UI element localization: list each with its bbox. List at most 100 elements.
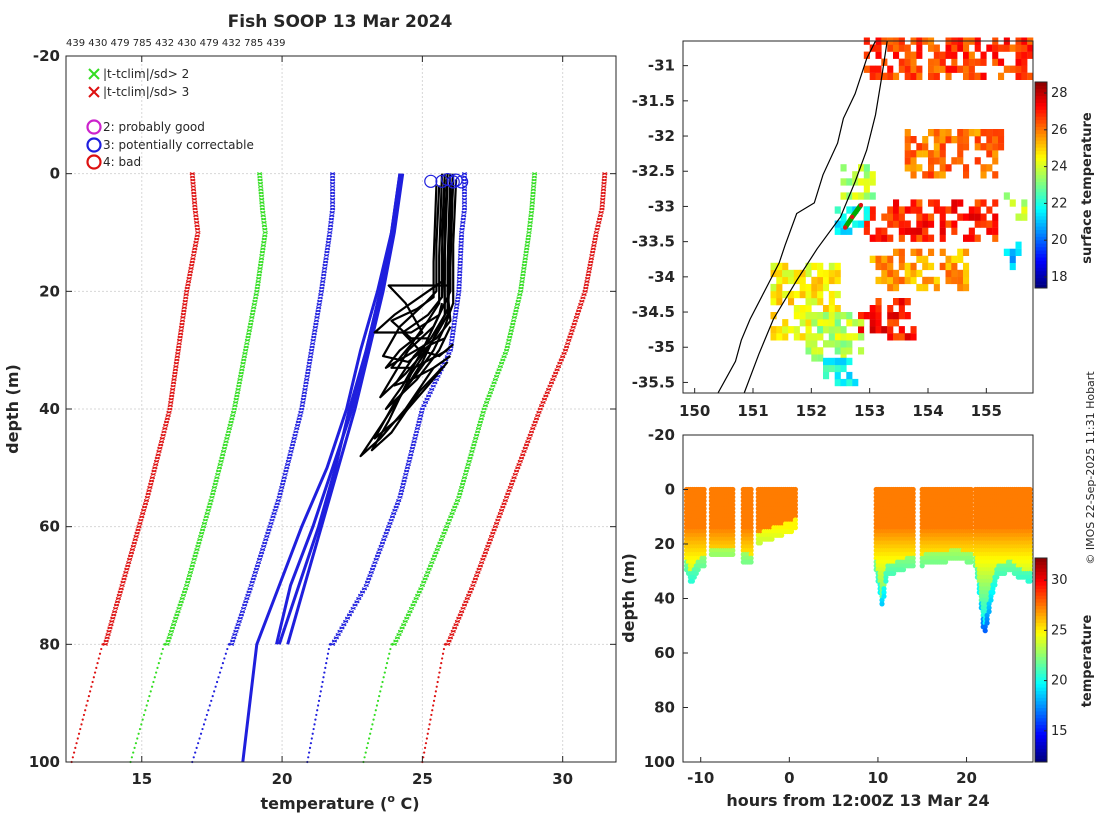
clim-marker (411, 600, 418, 604)
clim-marker (246, 329, 252, 333)
profile-xlabel-main: temperature ( (260, 794, 387, 813)
clim-marker (257, 175, 263, 179)
sst-cell (939, 51, 946, 59)
clim-marker (307, 355, 314, 359)
clim-marker (157, 446, 163, 450)
clim-marker (373, 557, 379, 561)
sst-patches (770, 37, 1034, 387)
clim-dot (159, 657, 162, 660)
sst-cell (776, 262, 783, 271)
clim-marker (256, 270, 263, 274)
clim-marker (169, 394, 175, 398)
clim-marker (180, 315, 186, 320)
clim-dot (76, 737, 79, 740)
clim-marker (533, 417, 540, 421)
profile-xtick-label: 25 (412, 770, 433, 788)
clim-marker (379, 541, 386, 545)
clim-marker (492, 378, 498, 382)
sst-cell (904, 298, 911, 306)
clim-marker (350, 606, 356, 610)
clim-marker (184, 580, 191, 584)
sst-cell (823, 319, 830, 327)
sst-cell (910, 227, 917, 235)
clim-marker (174, 355, 180, 359)
sst-cell (916, 44, 923, 52)
timeseries-point (792, 525, 799, 531)
colorbar-cell (1035, 267, 1047, 272)
clim-marker (391, 512, 397, 516)
clim-marker (187, 570, 194, 574)
clim-marker (401, 479, 407, 483)
clim-marker (461, 200, 468, 205)
sst-cell (963, 129, 970, 137)
clim-marker (160, 433, 166, 437)
clim-marker (521, 266, 527, 271)
sst-cell (1021, 72, 1028, 80)
sst-cell (893, 312, 900, 320)
sst-cell (916, 220, 923, 228)
clim-marker (170, 623, 177, 627)
clim-marker (295, 420, 302, 424)
clim-marker (103, 639, 109, 643)
clim-marker (466, 593, 472, 597)
legend-x-marker (88, 86, 100, 98)
sst-cell (858, 178, 865, 186)
sst-cell (963, 283, 970, 292)
clim-dot (384, 666, 387, 669)
sst-cell (910, 234, 917, 242)
clim-marker (460, 606, 466, 610)
sst-cell (928, 72, 935, 80)
sst-cell (863, 171, 870, 179)
timeseries-point (701, 563, 707, 569)
sst-cell (980, 51, 987, 59)
clim-marker (290, 440, 297, 444)
clim-marker (182, 302, 188, 306)
clim-marker (252, 296, 259, 300)
sst-cell (817, 290, 824, 299)
clim-marker (187, 273, 193, 277)
clim-marker (193, 217, 199, 221)
timeseries-point (701, 502, 707, 508)
profile-xtick-label: 20 (272, 770, 293, 788)
sst-cell (817, 333, 824, 341)
sst-cell (782, 290, 789, 299)
sst-cell (968, 72, 975, 80)
sst-cell (823, 340, 830, 348)
clim-marker (168, 629, 175, 633)
sst-cell (945, 269, 952, 278)
clim-marker (460, 217, 466, 221)
clim-dot (440, 662, 443, 665)
colorbar-cell (1035, 274, 1047, 279)
sst-cell (805, 290, 812, 299)
clim-marker (176, 342, 182, 346)
clim-marker (195, 230, 201, 235)
clim-marker (192, 554, 198, 558)
sst-cell (910, 262, 917, 271)
clim-marker (105, 632, 111, 637)
clim-marker (327, 227, 333, 231)
clim-dot (133, 746, 136, 749)
sst-cell (963, 51, 970, 59)
clim-marker (268, 521, 274, 525)
clim-marker (514, 302, 521, 306)
clim-marker (433, 378, 440, 382)
clim-marker (461, 204, 468, 208)
sst-cell (811, 276, 818, 285)
clim-marker (471, 443, 477, 447)
clim-marker (601, 184, 607, 189)
clim-marker (551, 374, 557, 378)
colorbar-cell (1035, 260, 1047, 265)
clim-marker (413, 597, 419, 601)
clim-marker (196, 541, 202, 545)
sst-cell (863, 220, 870, 228)
sst-cell (957, 150, 964, 158)
colorbar-cell (1035, 85, 1047, 90)
sst-cell (846, 371, 853, 380)
sst-cell (776, 326, 783, 334)
sst-cell (858, 326, 865, 334)
timeseries-point (748, 490, 754, 496)
clim-marker (161, 430, 167, 434)
clim-marker (515, 299, 521, 303)
sst-cell (1003, 65, 1010, 73)
sst-cell (1027, 72, 1034, 80)
